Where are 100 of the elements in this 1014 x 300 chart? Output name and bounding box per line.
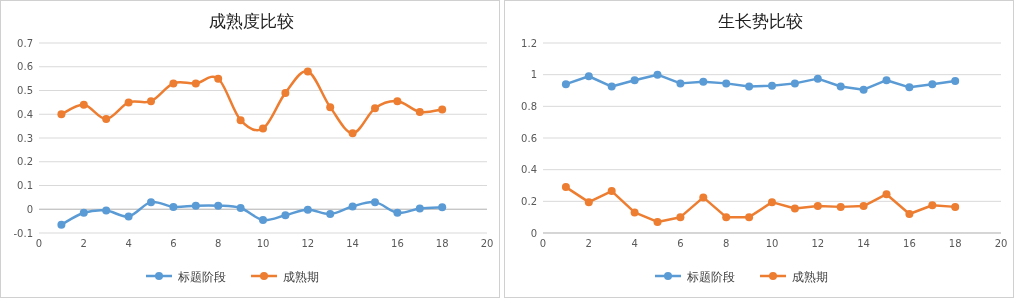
point — [124, 98, 133, 107]
point — [653, 217, 662, 226]
point — [768, 81, 776, 90]
point — [790, 204, 799, 213]
point — [607, 187, 616, 196]
point — [281, 88, 290, 97]
y-tick-label: -0.1 — [13, 227, 33, 239]
point — [371, 198, 379, 207]
x-tick-label: 16 — [903, 238, 916, 249]
y-tick-label: 0.4 — [17, 108, 33, 120]
x-tick-label: 14 — [346, 238, 359, 249]
x-tick-label: 20 — [480, 238, 494, 249]
y-tick-label: 0.4 — [521, 164, 537, 176]
point — [348, 129, 357, 138]
point — [561, 80, 570, 89]
point — [882, 76, 891, 85]
point — [303, 67, 312, 76]
legend-label: 标题阶段 — [686, 269, 735, 284]
y-tick-label: 0.6 — [521, 132, 537, 144]
point — [438, 105, 447, 114]
point — [303, 205, 312, 214]
point — [699, 77, 708, 86]
x-tick-label: 4 — [631, 238, 638, 249]
point — [905, 210, 914, 218]
y-tick-label: 0.1 — [17, 180, 33, 191]
point — [813, 202, 822, 211]
x-tick-label: 2 — [80, 238, 87, 249]
point — [607, 82, 616, 91]
point — [859, 85, 868, 94]
x-tick-label: 6 — [170, 238, 177, 249]
point — [928, 80, 937, 89]
point — [584, 198, 593, 207]
chart-title: 生长势比较 — [717, 11, 803, 31]
point — [79, 208, 88, 217]
y-tick-label: 0.2 — [17, 156, 33, 168]
point — [722, 79, 731, 88]
point — [653, 70, 662, 79]
point — [722, 213, 731, 222]
legend-label: 成熟期 — [283, 269, 319, 284]
x-tick-label: 18 — [948, 238, 962, 249]
point — [699, 193, 708, 202]
x-tick-label: 0 — [35, 238, 43, 249]
y-tick-label: 0.6 — [17, 61, 33, 73]
y-tick-label: 0 — [530, 227, 537, 239]
point — [214, 74, 223, 83]
point — [124, 212, 133, 221]
point — [630, 208, 639, 217]
point — [348, 202, 357, 211]
point — [836, 82, 845, 91]
x-tick-label: 16 — [391, 238, 404, 249]
point — [415, 204, 424, 213]
y-tick-label: 1 — [530, 69, 537, 81]
y-tick-label: 0.7 — [17, 37, 33, 49]
point — [259, 124, 267, 133]
x-tick-label: 18 — [435, 238, 449, 249]
y-tick-label: 1.2 — [521, 37, 537, 49]
point — [259, 215, 267, 224]
y-tick-label: 0.3 — [17, 132, 33, 144]
point — [905, 83, 914, 92]
point — [57, 110, 66, 119]
point — [415, 107, 424, 116]
y-tick-label: 0.2 — [521, 195, 537, 207]
point — [371, 104, 379, 113]
point — [326, 103, 335, 112]
point — [102, 206, 111, 215]
x-tick-label: 10 — [765, 238, 779, 249]
point — [745, 213, 754, 222]
point — [928, 201, 937, 210]
x-tick-label: 0 — [539, 238, 547, 249]
point — [836, 202, 845, 211]
point — [882, 190, 891, 199]
x-tick-label: 14 — [857, 238, 870, 249]
point — [281, 211, 290, 220]
point — [147, 198, 155, 207]
point — [236, 204, 245, 213]
point — [191, 201, 200, 210]
point — [438, 203, 447, 212]
point — [951, 77, 960, 85]
x-tick-label: 20 — [994, 238, 1008, 249]
point — [57, 220, 66, 229]
point — [393, 97, 402, 106]
x-tick-label: 8 — [215, 238, 222, 249]
point — [768, 198, 776, 207]
legend-label: 标题阶段 — [177, 269, 226, 284]
point — [859, 202, 868, 211]
point — [630, 76, 639, 85]
x-tick-label: 12 — [811, 238, 825, 249]
point — [79, 100, 88, 109]
point — [236, 116, 245, 125]
x-tick-label: 6 — [677, 238, 684, 249]
point — [951, 202, 960, 211]
point — [676, 213, 685, 222]
x-tick-label: 8 — [723, 238, 730, 249]
point — [214, 201, 223, 210]
point — [169, 79, 178, 88]
point — [584, 72, 593, 81]
y-tick-label: 0.5 — [17, 85, 33, 96]
point — [813, 74, 822, 83]
point — [169, 202, 178, 211]
y-tick-label: 0 — [26, 203, 33, 215]
